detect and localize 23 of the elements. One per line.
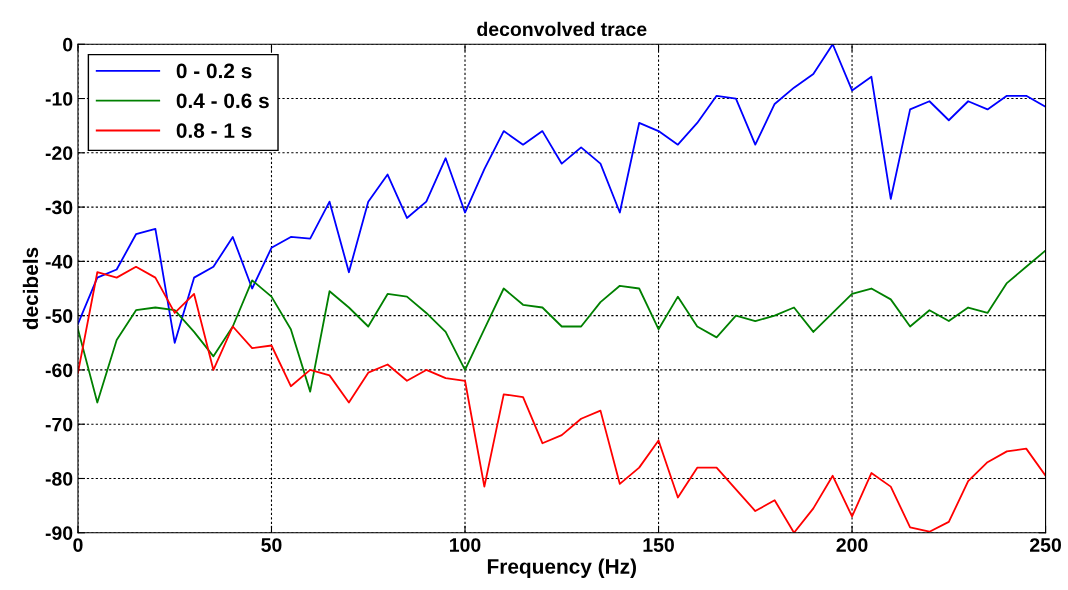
x-axis-title: Frequency (Hz) bbox=[487, 558, 636, 578]
y-tick-label: 0 bbox=[63, 37, 73, 52]
y-tick-label: -70 bbox=[45, 417, 73, 432]
x-tick-label: 0 bbox=[73, 538, 83, 552]
y-axis-title: decibels bbox=[22, 247, 39, 330]
x-tick-label: 100 bbox=[450, 538, 481, 552]
y-tick-label: -20 bbox=[45, 146, 73, 161]
chart-title: deconvolved trace bbox=[477, 21, 647, 37]
line-series bbox=[77, 249, 1046, 404]
legend-label: 0 - 0.2 s bbox=[176, 63, 252, 79]
legend-label: 0.8 - 1 s bbox=[176, 123, 252, 138]
y-tick-label: -10 bbox=[45, 92, 73, 106]
x-tick-label: 150 bbox=[643, 538, 674, 552]
y-tick-label: -40 bbox=[45, 254, 73, 269]
y-tick-label: -80 bbox=[45, 471, 73, 486]
y-tick-label: -60 bbox=[45, 363, 73, 378]
y-tick-label: -90 bbox=[45, 526, 73, 541]
legend-label: 0.4 - 0.6 s bbox=[176, 93, 269, 109]
y-tick-label: -30 bbox=[45, 200, 73, 215]
x-tick-label: 50 bbox=[261, 538, 282, 552]
x-tick-label: 250 bbox=[1030, 538, 1061, 552]
x-tick-label: 200 bbox=[836, 538, 868, 552]
y-tick-label: -50 bbox=[45, 309, 73, 323]
